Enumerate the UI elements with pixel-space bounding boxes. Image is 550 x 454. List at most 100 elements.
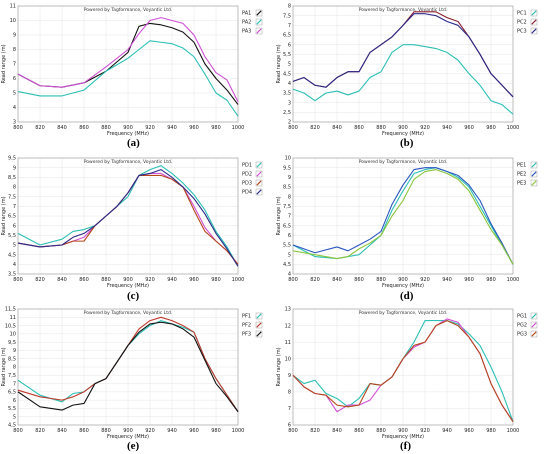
legend-swatch <box>256 171 262 177</box>
x-tick-label: 980 <box>211 428 221 434</box>
legend-swatch <box>531 322 537 328</box>
y-tick-label: 9 <box>288 373 291 379</box>
y-tick-label: 2,5 <box>283 110 291 116</box>
y-axis-label: Read range (m) <box>276 347 282 386</box>
y-tick-label: 13 <box>285 307 291 313</box>
legend-label: PD3 <box>242 181 252 187</box>
y-tick-label: 9,5 <box>283 165 291 171</box>
y-tick-label: 10 <box>285 156 291 162</box>
x-tick-label: 940 <box>442 428 452 434</box>
y-tick-label: 7 <box>13 62 16 68</box>
y-tick-label: 8,5 <box>283 185 291 191</box>
x-axis-label: Frequency (MHz) <box>107 283 149 289</box>
x-tick-label: 1000 <box>507 125 520 131</box>
y-tick-label: 11 <box>10 315 16 321</box>
y-tick-label: 9,5 <box>8 156 16 162</box>
x-tick-label: 1000 <box>507 428 520 434</box>
legend-swatch <box>531 19 537 25</box>
y-tick-label: 5,5 <box>283 243 291 249</box>
y-tick-label: 7,5 <box>8 373 16 379</box>
legend-swatch <box>256 19 262 25</box>
y-tick-label: 4,5 <box>8 252 16 258</box>
x-tick-label: 960 <box>464 125 474 131</box>
legend-label: PE2 <box>517 172 526 178</box>
x-tick-label: 1000 <box>232 428 245 434</box>
legend-swatch <box>531 162 537 168</box>
y-tick-label: 10 <box>10 332 16 338</box>
x-tick-label: 860 <box>354 277 364 283</box>
plot-frame <box>292 308 514 426</box>
y-tick-label: 8 <box>288 4 291 10</box>
legend-swatch <box>256 331 262 337</box>
legend-swatch <box>256 313 262 319</box>
y-tick-label: 7 <box>13 381 16 387</box>
x-tick-label: 860 <box>79 428 89 434</box>
y-tick-label: 6,5 <box>283 223 291 229</box>
chart-panel-f: 6 7 8 9 10 11 12 13 800 820 840 860 880 900 920 940 960 9… <box>276 307 538 440</box>
grid <box>292 157 514 275</box>
legend-label: PE1 <box>517 163 526 169</box>
series-line-pc3 <box>292 13 514 98</box>
series-line-pf3 <box>17 321 239 413</box>
x-axis-label: Frequency (MHz) <box>382 283 424 289</box>
y-tick-label: 6,5 <box>283 33 291 39</box>
x-tick-label: 820 <box>310 125 320 131</box>
y-tick-label: 6,5 <box>8 390 16 396</box>
y-tick-label: 3 <box>288 100 291 106</box>
legend-swatch <box>531 331 537 337</box>
caption-f: (f) <box>400 440 411 452</box>
x-tick-label: 800 <box>288 428 298 434</box>
grid <box>17 157 239 275</box>
legend-swatch <box>531 313 537 319</box>
plot-frame <box>17 157 239 275</box>
x-tick-label: 960 <box>189 277 199 283</box>
plot-frame <box>17 308 239 426</box>
x-tick-label: 920 <box>420 428 430 434</box>
y-tick-label: 6 <box>13 76 16 82</box>
x-tick-label: 820 <box>310 277 320 283</box>
x-tick-label: 940 <box>167 428 177 434</box>
x-tick-label: 840 <box>57 125 67 131</box>
x-tick-label: 1000 <box>507 277 520 283</box>
x-tick-label: 880 <box>101 428 111 434</box>
x-tick-label: 860 <box>354 428 364 434</box>
x-tick-label: 920 <box>145 428 155 434</box>
x-tick-label: 900 <box>123 428 133 434</box>
x-tick-label: 880 <box>376 277 386 283</box>
caption-e: (e) <box>127 440 140 452</box>
y-axis-label: Read range (m) <box>1 44 7 83</box>
legend-swatch <box>531 10 537 16</box>
x-tick-label: 900 <box>398 277 408 283</box>
x-tick-label: 980 <box>486 428 496 434</box>
x-tick-label: 820 <box>35 125 45 131</box>
y-tick-label: 9 <box>13 348 16 354</box>
x-tick-label: 980 <box>211 277 221 283</box>
x-tick-label: 980 <box>486 277 496 283</box>
x-tick-label: 900 <box>123 277 133 283</box>
x-tick-label: 900 <box>398 125 408 131</box>
y-axis-label: Read range (m) <box>276 44 282 83</box>
x-tick-label: 820 <box>35 428 45 434</box>
grid <box>292 308 514 426</box>
powered-by-note: Powered by Tagformance, Voyantic Ltd. <box>359 7 448 13</box>
legend-label: PA3 <box>242 29 251 35</box>
legend-label: PG1 <box>517 314 527 320</box>
x-tick-label: 820 <box>35 277 45 283</box>
y-tick-label: 8 <box>13 365 16 371</box>
y-tick-label: 3,5 <box>283 91 291 97</box>
chart-panel-c: 3,5 4 4,5 5 5,5 6 6,5 7 7,5 8 8,5 9 9,5 800 820 840 860 8… <box>1 156 263 289</box>
y-tick-label: 6 <box>288 42 291 48</box>
y-tick-label: 5 <box>13 414 16 420</box>
y-tick-label: 8 <box>288 390 291 396</box>
powered-by-note: Powered by Tagformance, Voyantic Ltd. <box>359 310 448 316</box>
y-axis-label: Read range (m) <box>1 196 7 235</box>
legend-swatch <box>256 10 262 16</box>
x-tick-label: 840 <box>332 125 342 131</box>
y-tick-label: 10,5 <box>5 323 16 329</box>
powered-by-note: Powered by Tagformance, Voyantic Ltd. <box>359 159 448 165</box>
x-tick-label: 940 <box>442 277 452 283</box>
y-tick-label: 6 <box>288 233 291 239</box>
chart-panel-d: 4 4,5 5 5,5 6 6,5 7 7,5 8 8,5 9 9,5 10 800 820 840 860 88… <box>276 156 538 289</box>
y-tick-label: 4,5 <box>283 262 291 268</box>
y-tick-label: 4 <box>288 81 291 87</box>
